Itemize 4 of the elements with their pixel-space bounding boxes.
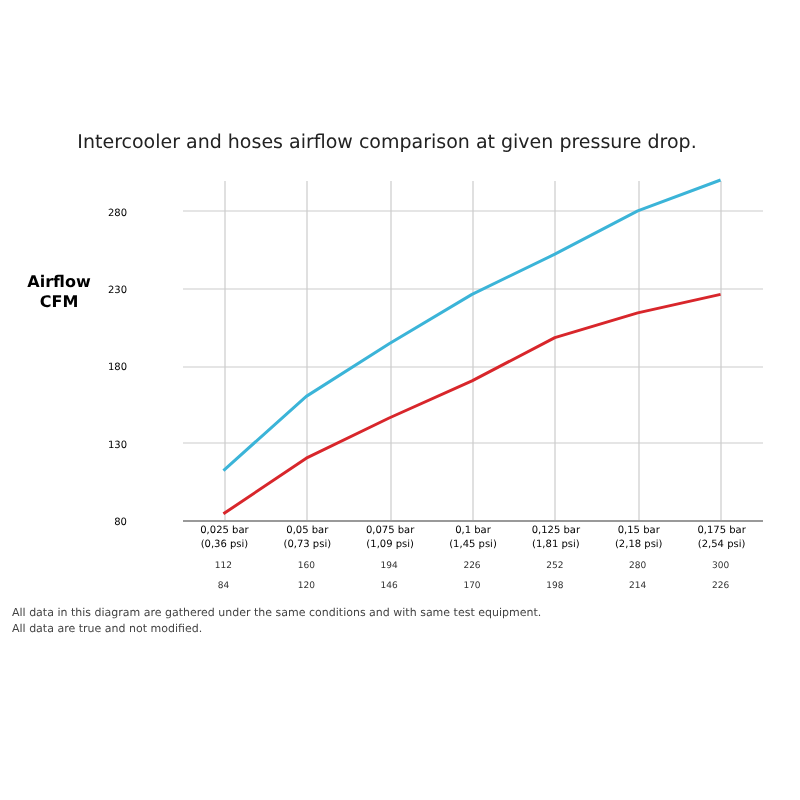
line-series [221, 178, 723, 473]
y-axis-title: Airflow CFM [27, 273, 92, 311]
line-series [221, 292, 723, 516]
chart-title: Intercooler and hoses airflow comparison at given pressure drop. [77, 131, 697, 154]
